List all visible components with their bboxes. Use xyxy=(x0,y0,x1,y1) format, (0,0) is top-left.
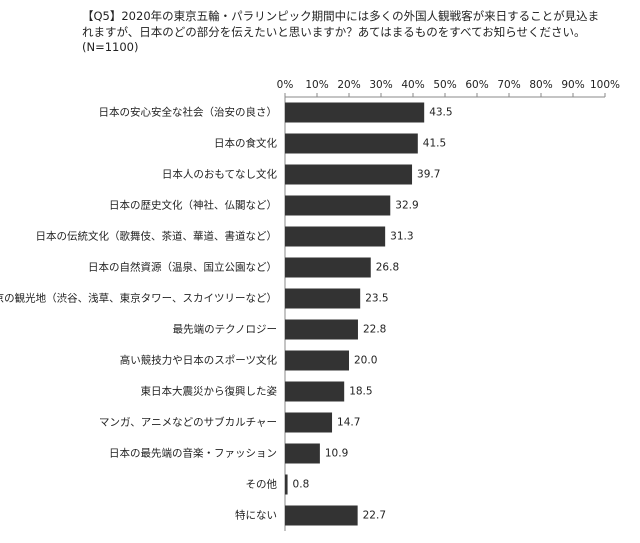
y-tick-label: 高い競技力や日本のスポーツ文化 xyxy=(120,354,278,367)
value-label: 22.8 xyxy=(363,324,386,336)
value-label: 10.9 xyxy=(325,448,348,460)
value-label: 43.5 xyxy=(429,107,452,119)
bar xyxy=(285,288,361,309)
y-tick-label: 最先端のテクノロジー xyxy=(173,323,277,336)
x-tick-label: 100% xyxy=(590,79,620,91)
value-label: 23.5 xyxy=(365,293,388,305)
x-tick-label: 10% xyxy=(305,79,328,91)
y-tick-label: 東京の観光地（渋谷、浅草、東京タワー、スカイツリーなど） xyxy=(0,292,277,305)
value-label: 26.8 xyxy=(376,262,399,274)
chart-title: 【Q5】2020年の東京五輪・パラリンピック期間中には多くの外国人観戦客が来日す… xyxy=(82,9,600,39)
bar xyxy=(285,474,288,495)
x-tick-label: 80% xyxy=(529,79,552,91)
y-tick-label: 日本人のおもてなし文化 xyxy=(162,168,278,181)
x-tick-label: 90% xyxy=(561,79,584,91)
y-tick-label: 特にない xyxy=(235,510,277,522)
value-label: 0.8 xyxy=(293,479,310,491)
bar xyxy=(285,505,358,526)
y-tick-label: 東日本大震災から復興した姿 xyxy=(141,385,278,398)
y-tick-label: 日本の自然資源（温泉、国立公園など） xyxy=(88,261,277,274)
value-label: 14.7 xyxy=(337,417,360,429)
value-label: 22.7 xyxy=(363,510,386,522)
y-tick-label: 日本の伝統文化（歌舞伎、茶道、華道、書道など） xyxy=(36,230,278,243)
value-label: 31.3 xyxy=(390,231,413,243)
bar xyxy=(285,195,391,216)
bar xyxy=(285,226,386,247)
x-tick-label: 70% xyxy=(497,79,520,91)
x-tick-label: 60% xyxy=(465,79,488,91)
value-label: 41.5 xyxy=(423,138,446,150)
bar xyxy=(285,443,320,464)
bar xyxy=(285,381,345,402)
bar xyxy=(285,102,425,123)
value-label: 20.0 xyxy=(354,355,377,367)
bar xyxy=(285,257,371,278)
bar xyxy=(285,319,358,340)
x-tick-label: 50% xyxy=(433,79,456,91)
y-tick-label: その他 xyxy=(246,478,278,491)
bar xyxy=(285,164,413,185)
value-label: 39.7 xyxy=(417,169,440,181)
value-label: 32.9 xyxy=(395,200,418,212)
value-label: 18.5 xyxy=(349,386,372,398)
x-tick-label: 20% xyxy=(337,79,360,91)
y-tick-label: 日本の安心安全な社会（治安の良さ） xyxy=(99,106,278,119)
y-tick-label: 日本の食文化 xyxy=(214,137,277,150)
x-tick-label: 0% xyxy=(277,79,294,91)
bar xyxy=(285,133,418,154)
bar xyxy=(285,412,333,433)
y-tick-label: マンガ、アニメなどのサブカルチャー xyxy=(99,416,277,429)
y-tick-label: 日本の最先端の音楽・ファッション xyxy=(109,447,277,460)
chart-subtitle: (N=1100) xyxy=(82,40,139,54)
y-tick-label: 日本の歴史文化（神社、仏閣など） xyxy=(109,199,277,212)
x-tick-label: 30% xyxy=(369,79,392,91)
x-tick-label: 40% xyxy=(401,79,424,91)
bar xyxy=(285,350,349,371)
